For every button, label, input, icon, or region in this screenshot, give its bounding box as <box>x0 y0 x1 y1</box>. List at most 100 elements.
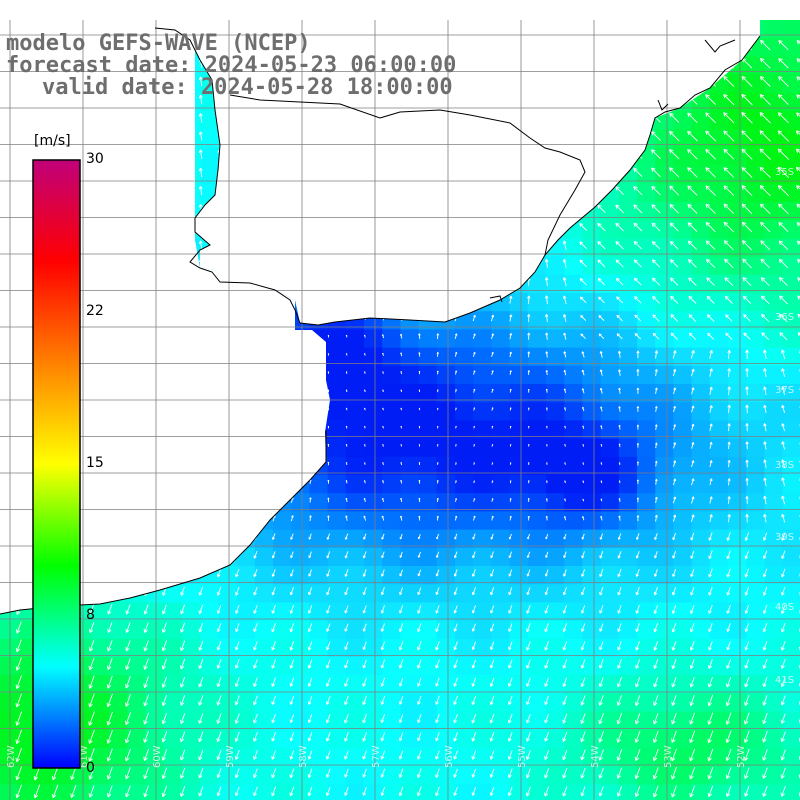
wind-speed-cell <box>418 547 438 567</box>
wind-speed-cell <box>236 620 256 640</box>
wind-speed-cell <box>491 547 511 567</box>
wind-speed-cell <box>327 511 347 531</box>
wind-speed-cell <box>382 602 401 622</box>
wind-speed-cell <box>782 547 800 567</box>
wind-speed-cell <box>782 38 800 57</box>
wind-speed-cell <box>364 766 383 785</box>
wind-speed-cell <box>618 475 638 494</box>
wind-speed-cell <box>382 511 401 531</box>
wind-speed-cell <box>182 693 201 713</box>
wind-speed-cell <box>582 620 602 640</box>
wind-speed-cell <box>491 620 511 640</box>
longitude-label: 56W <box>444 745 455 768</box>
wind-speed-cell <box>527 602 547 622</box>
wind-speed-cell <box>582 547 602 567</box>
wind-speed-cell <box>200 584 219 603</box>
wind-speed-cell <box>400 402 420 421</box>
wind-speed-cell <box>546 566 565 585</box>
wind-speed-cell <box>564 566 583 585</box>
wind-speed-cell <box>582 475 602 494</box>
wind-speed-cell <box>782 20 800 39</box>
wind-speed-cell <box>546 256 565 276</box>
wind-speed-cell <box>364 784 383 800</box>
wind-speed-cell <box>546 402 565 421</box>
wind-speed-cell <box>382 584 401 603</box>
colorbar-tick: 8 <box>86 607 95 623</box>
wind-speed-cell <box>418 475 438 494</box>
wind-speed-cell <box>746 365 765 385</box>
wind-speed-cell <box>236 784 256 800</box>
wind-speed-cell <box>691 111 711 130</box>
wind-speed-cell <box>218 620 238 640</box>
wind-speed-cell <box>709 111 729 130</box>
wind-speed-cell <box>436 529 456 549</box>
wind-speed-cell <box>382 784 401 800</box>
wind-speed-cell <box>546 438 565 458</box>
wind-speed-cell <box>709 511 729 531</box>
wind-speed-cell <box>382 475 401 494</box>
wind-arrow <box>546 444 548 447</box>
wind-arrow <box>327 353 330 356</box>
wind-speed-cell <box>473 547 492 567</box>
wind-speed-cell <box>728 475 747 494</box>
wind-speed-cell <box>400 693 420 713</box>
wind-speed-cell <box>418 675 438 694</box>
wind-speed-cell <box>509 365 529 385</box>
wind-speed-cell <box>364 657 383 676</box>
wind-speed-cell <box>618 638 638 658</box>
wind-speed-cell <box>418 365 438 385</box>
wind-speed-cell <box>600 584 620 603</box>
valid-date: valid date: 2024-05-28 18:00:00 <box>42 75 453 100</box>
wind-speed-cell <box>728 92 747 112</box>
wind-speed-cell <box>637 602 656 622</box>
wind-speed-cell <box>455 365 474 385</box>
wind-speed-cell <box>327 620 347 640</box>
longitude-label: 55W <box>517 745 528 768</box>
wind-speed-cell <box>728 183 747 203</box>
wind-speed-cell <box>655 402 674 421</box>
wind-speed-cell <box>327 475 347 494</box>
colorbar-tick: 30 <box>86 151 104 167</box>
wind-speed-cell <box>637 566 656 585</box>
wind-speed-cell <box>673 111 693 130</box>
wind-speed-cell <box>746 56 765 76</box>
wind-speed-cell <box>746 547 765 567</box>
wind-speed-cell <box>400 365 420 385</box>
wind-speed-cell <box>655 566 674 585</box>
latitude-label: 37S <box>775 385 794 396</box>
wind-speed-cell <box>400 329 420 349</box>
wind-speed-cell <box>364 620 383 640</box>
wind-speed-cell <box>491 602 511 622</box>
wind-speed-cell <box>618 529 638 549</box>
wind-speed-cell <box>436 475 456 494</box>
latitude-label: 39S <box>775 532 794 543</box>
wind-speed-cell <box>400 566 420 585</box>
wind-speed-cell <box>546 547 565 567</box>
wind-speed-cell <box>400 547 420 567</box>
wind-speed-cell <box>473 657 492 676</box>
wind-speed-cell <box>782 147 800 167</box>
wind-speed-cell <box>709 602 729 622</box>
wind-speed-cell <box>673 165 693 185</box>
wind-speed-cell <box>455 602 474 622</box>
wind-speed-cell <box>0 711 19 731</box>
latitude-label: 40S <box>775 602 794 613</box>
wind-speed-cell <box>655 438 674 458</box>
wind-speed-cell <box>418 602 438 622</box>
wind-speed-cell <box>782 329 800 349</box>
wind-speed-cell <box>473 365 492 385</box>
wind-speed-cell <box>764 402 784 421</box>
longitude-label: 59W <box>225 745 236 768</box>
wind-speed-cell <box>655 475 674 494</box>
wind-speed-cell <box>782 165 800 185</box>
wind-arrow <box>436 389 439 393</box>
wind-speed-cell <box>709 475 729 494</box>
wind-speed-cell <box>364 402 383 421</box>
wind-speed-cell <box>637 365 656 385</box>
wind-speed-cell <box>309 511 329 531</box>
wind-speed-cell <box>655 202 674 221</box>
wind-speed-cell <box>637 165 656 185</box>
wind-speed-cell <box>418 529 438 549</box>
